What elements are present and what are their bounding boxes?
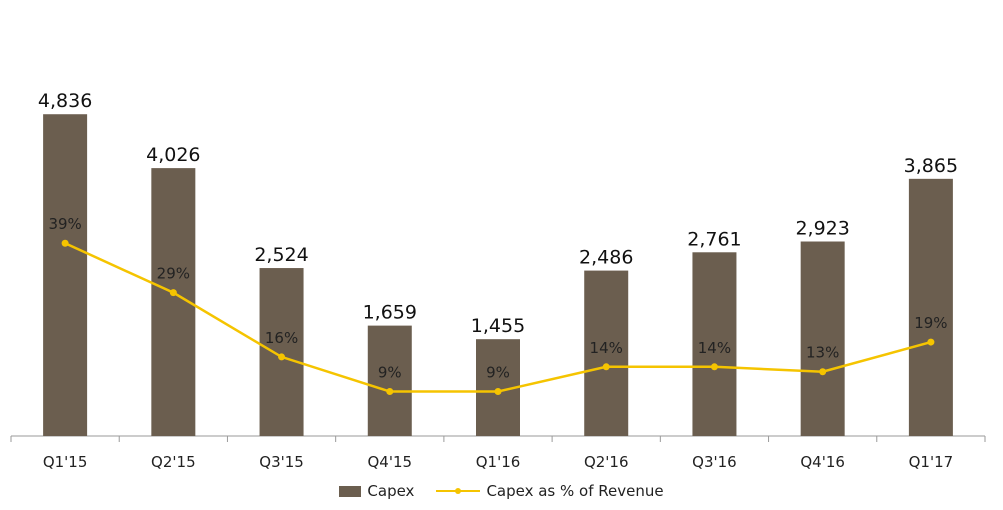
legend-item-capex-pct: Capex as % of Revenue bbox=[436, 482, 664, 500]
legend-item-capex: Capex bbox=[339, 482, 414, 500]
capex-chart: 4,836 Q1'15 4,026 Q2'15 2,524 Q3'15 1,659 Q4'15… bbox=[10, 90, 986, 471]
capex-pct-data-label: 13% bbox=[806, 344, 839, 362]
capex-pct-point bbox=[494, 388, 502, 396]
legend-label-capex-pct: Capex as % of Revenue bbox=[486, 482, 664, 500]
capex-data-label: 2,923 bbox=[795, 218, 849, 240]
x-tick-label: Q2'16 bbox=[584, 453, 629, 471]
x-tick-label: Q4'15 bbox=[367, 453, 412, 471]
capex-data-label: 1,455 bbox=[471, 315, 525, 337]
x-tick-label: Q1'17 bbox=[909, 453, 954, 471]
legend-label-capex: Capex bbox=[367, 482, 415, 500]
x-tick-label: Q1'15 bbox=[43, 453, 88, 471]
capex-pct-point bbox=[278, 353, 286, 361]
capex-data-label: 3,865 bbox=[904, 155, 958, 177]
x-tick-label: Q3'15 bbox=[259, 453, 304, 471]
capex-pct-data-label: 39% bbox=[48, 215, 81, 233]
capex-pct-data-label: 29% bbox=[157, 265, 190, 283]
capex-pct-data-label: 16% bbox=[265, 329, 298, 347]
capex-bar bbox=[908, 178, 953, 436]
x-tick-label: Q3'16 bbox=[692, 453, 737, 471]
capex-pct-point bbox=[927, 338, 935, 346]
capex-pct-data-label: 14% bbox=[698, 339, 731, 357]
capex-pct-data-label: 9% bbox=[486, 364, 510, 382]
legend: Capex Capex as % of Revenue bbox=[0, 482, 1003, 500]
capex-pct-data-label: 14% bbox=[590, 339, 623, 357]
capex-data-label: 4,836 bbox=[38, 90, 92, 112]
capex-bar bbox=[692, 252, 737, 436]
capex-pct-data-label: 19% bbox=[914, 314, 947, 332]
capex-pct-data-label: 9% bbox=[378, 364, 402, 382]
legend-swatch-capex-pct bbox=[436, 485, 481, 497]
capex-bar bbox=[259, 268, 304, 436]
capex-bar bbox=[367, 325, 412, 436]
capex-pct-point bbox=[602, 363, 610, 371]
capex-data-label: 1,659 bbox=[363, 302, 417, 324]
x-tick-label: Q2'15 bbox=[151, 453, 196, 471]
capex-pct-point bbox=[61, 239, 69, 247]
capex-pct-point bbox=[386, 388, 394, 396]
capex-pct-point bbox=[169, 289, 177, 297]
capex-bar bbox=[800, 241, 845, 436]
capex-data-label: 2,486 bbox=[579, 247, 633, 269]
capex-data-label: 2,524 bbox=[254, 244, 308, 266]
capex-bar bbox=[43, 114, 88, 436]
capex-data-label: 4,026 bbox=[146, 144, 200, 166]
capex-pct-point bbox=[710, 363, 718, 371]
legend-swatch-capex bbox=[339, 485, 362, 497]
capex-data-label: 2,761 bbox=[687, 228, 741, 250]
x-tick-label: Q1'16 bbox=[476, 453, 521, 471]
capex-pct-point bbox=[819, 368, 827, 376]
x-tick-label: Q4'16 bbox=[800, 453, 845, 471]
capex-bar bbox=[584, 270, 629, 436]
